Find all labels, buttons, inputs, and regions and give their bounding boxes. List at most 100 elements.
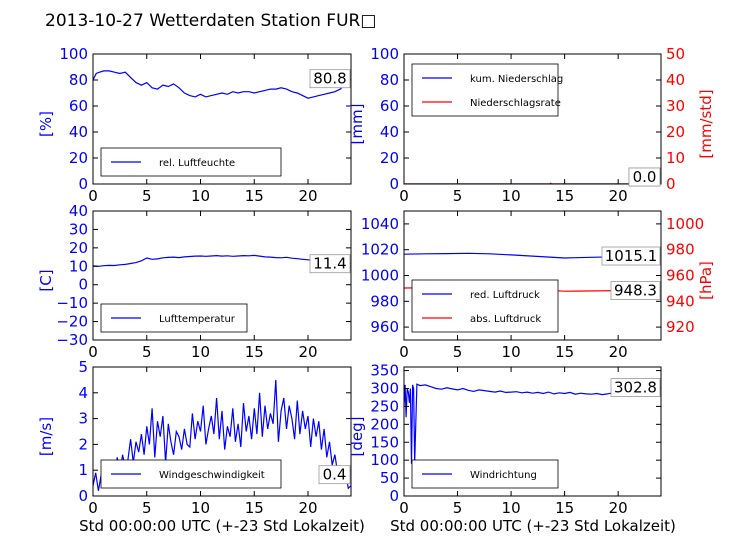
x-tick-label: 0 <box>88 187 98 205</box>
last-value-right: 948.3 <box>614 282 657 300</box>
y-tick-label: 0 <box>389 175 399 193</box>
x-tick-label: 15 <box>245 499 264 517</box>
y-tick-label: 200 <box>370 415 399 433</box>
x-tick-label: 10 <box>191 187 210 205</box>
x-tick-label: 0 <box>399 499 409 517</box>
y-tick-label: 0 <box>78 487 88 505</box>
y-tick-label: 0 <box>78 175 88 193</box>
y-tick-label: 100 <box>370 451 399 469</box>
y-tick-label-right: 940 <box>666 292 695 310</box>
y-axis-label: [%] <box>37 111 55 137</box>
y-tick-label-right: 40 <box>666 71 685 89</box>
legend-box <box>411 279 559 333</box>
y-tick-label: 50 <box>380 469 399 487</box>
series-line-temperature-0 <box>93 254 351 267</box>
y-tick-label: 250 <box>370 397 399 415</box>
y-tick-label: 40 <box>380 123 399 141</box>
y-tick-label: 1 <box>78 461 88 479</box>
y-tick-label: 10 <box>69 257 88 275</box>
x-tick-label: 20 <box>609 499 628 517</box>
last-value: 1015.1 <box>605 247 658 265</box>
x-tick-label: 5 <box>453 343 463 361</box>
y-tick-label: 40 <box>69 202 88 220</box>
last-value: 0.4 <box>323 466 347 484</box>
y-tick-label: 300 <box>370 380 399 398</box>
last-value: 11.4 <box>313 255 346 273</box>
series-line-precip-1 <box>404 182 661 184</box>
x-tick-label: 5 <box>453 499 463 517</box>
y-tick-label: 3 <box>78 410 88 428</box>
y-tick-label: 1020 <box>361 241 399 259</box>
legend-label: rel. Luftfeuchte <box>159 158 235 169</box>
y-tick-label: 30 <box>69 220 88 238</box>
y-tick-label-right: 50 <box>666 45 685 63</box>
y-tick-label: 20 <box>380 149 399 167</box>
y-tick-label: 0 <box>389 487 399 505</box>
y-axis-label: [C] <box>37 269 55 291</box>
panel-pressure: 0 5 10 15 20 960 980 1000 1020 1040 920 940 960 980 10… <box>361 210 715 361</box>
x-tick-label: 20 <box>298 187 317 205</box>
x-tick-label: 15 <box>555 499 574 517</box>
x-tick-label: 15 <box>555 187 574 205</box>
y-tick-label: 80 <box>69 71 88 89</box>
panel-humidity: 0 5 10 15 20 0 20 40 60 80 100 [%] rel. Luftfeuchte 8… <box>37 45 352 205</box>
y-tick-label: 1000 <box>361 267 399 285</box>
legend-label: Windrichtung <box>470 470 537 481</box>
y-tick-label: 60 <box>380 97 399 115</box>
y-tick-label: 80 <box>380 71 399 89</box>
last-value: 302.8 <box>614 378 657 396</box>
y-tick-label-right: 920 <box>666 318 695 336</box>
last-value-right: 0.0 <box>633 168 657 186</box>
plot-frame <box>92 53 352 185</box>
panel-winddir: 0 5 10 15 20050100150200250300350[deg]Windri… <box>348 362 662 517</box>
legend-label: Niederschlagsrate <box>470 98 561 109</box>
series-line-humidity-0 <box>93 70 351 99</box>
legend-box <box>100 459 282 489</box>
y-tick-label: 100 <box>370 45 399 63</box>
legend-label: kum. Niederschlag <box>470 74 563 85</box>
y-axis-label-right: [hPa] <box>697 261 715 300</box>
plot-frame <box>403 53 662 185</box>
plot-frame <box>92 210 352 341</box>
x-tick-label: 20 <box>298 343 317 361</box>
panel-precip: 0 5 10 15 20 0 20 40 60 80 100 0 10 20 30 40 50 [mm] [mm/s… <box>348 45 715 205</box>
y-tick-label-right: 980 <box>666 241 695 259</box>
legend-label: Lufttemperatur <box>159 314 236 325</box>
y-tick-label: 40 <box>69 123 88 141</box>
last-value-right-box <box>610 281 661 300</box>
panel-windspeed: 0 5 10 15 20 0 1 2 3 4 5 [m/s] Windgeschwindigkeit 0.… <box>37 358 352 517</box>
x-tick-label: 10 <box>191 343 210 361</box>
x-tick-label: 10 <box>502 187 521 205</box>
y-tick-label: 150 <box>370 433 399 451</box>
y-tick-label-right: 960 <box>666 267 695 285</box>
y-tick-label: 5 <box>78 358 88 376</box>
x-tick-label: 5 <box>453 187 463 205</box>
y-tick-label: 350 <box>370 362 399 380</box>
y-tick-label: 20 <box>69 239 88 257</box>
x-axis-label-left: Std 00:00:00 UTC (+-23 Std Lokalzeit) <box>79 517 365 535</box>
x-tick-label: 0 <box>399 187 409 205</box>
plot-frame <box>92 366 352 497</box>
y-tick-label: 60 <box>69 97 88 115</box>
y-axis-label: [deg] <box>348 417 366 457</box>
y-tick-label-right: 10 <box>666 149 685 167</box>
series-line-winddir-0 <box>404 383 661 464</box>
chart-title: 2013-10-27 Wetterdaten Station FUR□ <box>45 11 376 31</box>
panel-temperature: 0 5 10 15 20−30−20−10010203040[C]Lufttempera… <box>37 202 352 361</box>
y-tick-label: 100 <box>59 45 88 63</box>
y-tick-label: 20 <box>69 149 88 167</box>
last-value-box <box>309 69 351 89</box>
legend-box <box>411 63 559 117</box>
legend-label: Windgeschwindigkeit <box>159 470 265 481</box>
x-tick-label: 15 <box>245 343 264 361</box>
x-tick-label: 15 <box>245 187 264 205</box>
x-tick-label: 0 <box>399 343 409 361</box>
last-value-box <box>610 378 661 397</box>
x-tick-label: 0 <box>88 499 98 517</box>
x-tick-label: 10 <box>502 499 521 517</box>
x-tick-label: 0 <box>88 343 98 361</box>
last-value: 80.8 <box>313 70 346 88</box>
x-tick-label: 5 <box>142 343 152 361</box>
x-tick-label: 20 <box>609 343 628 361</box>
